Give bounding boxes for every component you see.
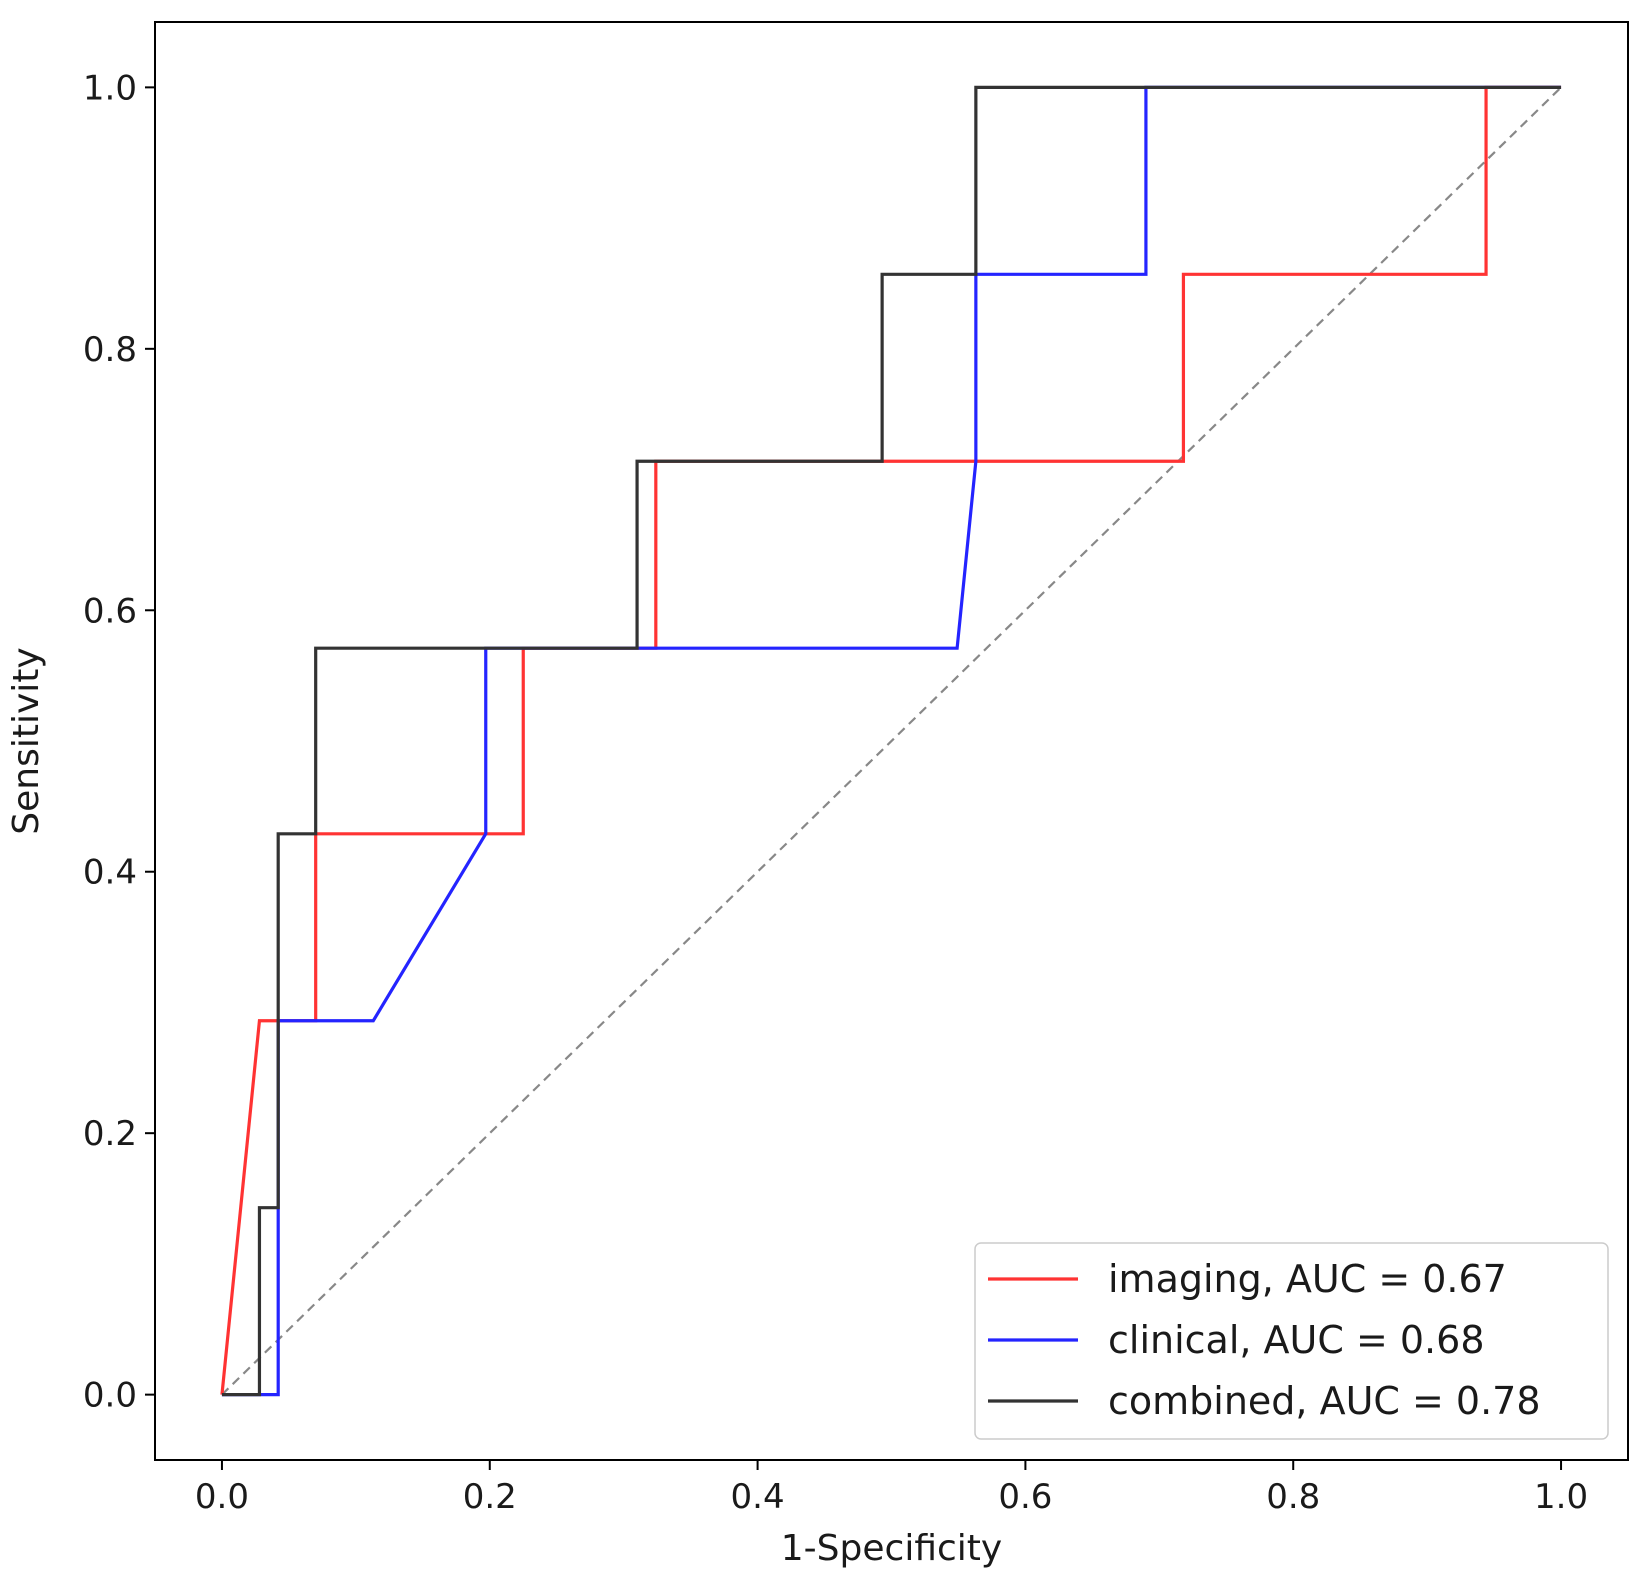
y-tick-label: 1.0 [83, 68, 137, 108]
series-layer [220, 85, 1562, 1397]
legend-label-2: combined, AUC = 0.78 [1108, 1379, 1541, 1423]
legend: imaging, AUC = 0.67 clinical, AUC = 0.68 c… [974, 1242, 1609, 1440]
x-tick-label: 0.0 [195, 1477, 249, 1517]
legend-box [974, 1242, 1609, 1440]
y-tick-label: 0.6 [83, 591, 137, 631]
x-tick-label: 1.0 [1534, 1477, 1588, 1517]
y-tick-label: 0.4 [83, 853, 137, 893]
x-axis-label: 1-Specificity [781, 1528, 1002, 1569]
legend-label-1: clinical, AUC = 0.68 [1108, 1318, 1485, 1362]
y-axis-ticks: 0.0 0.2 0.4 0.6 0.8 1.0 [83, 68, 155, 1416]
x-tick-label: 0.4 [731, 1477, 785, 1517]
y-tick-label: 0.0 [83, 1376, 137, 1416]
y-tick-label: 0.2 [83, 1114, 137, 1154]
y-axis-label: Sensitivity [6, 647, 47, 834]
x-tick-label: 0.6 [998, 1477, 1052, 1517]
x-tick-label: 0.2 [463, 1477, 517, 1517]
plot-frame [154, 21, 1629, 1461]
x-axis-ticks: 0.0 0.2 0.4 0.6 0.8 1.0 [195, 1460, 1588, 1517]
legend-label-0: imaging, AUC = 0.67 [1108, 1257, 1507, 1301]
x-tick-label: 0.8 [1266, 1477, 1320, 1517]
series-line-2 [221, 85, 1562, 1397]
chance-reference-line [221, 86, 1562, 1396]
y-tick-label: 0.8 [83, 330, 137, 370]
